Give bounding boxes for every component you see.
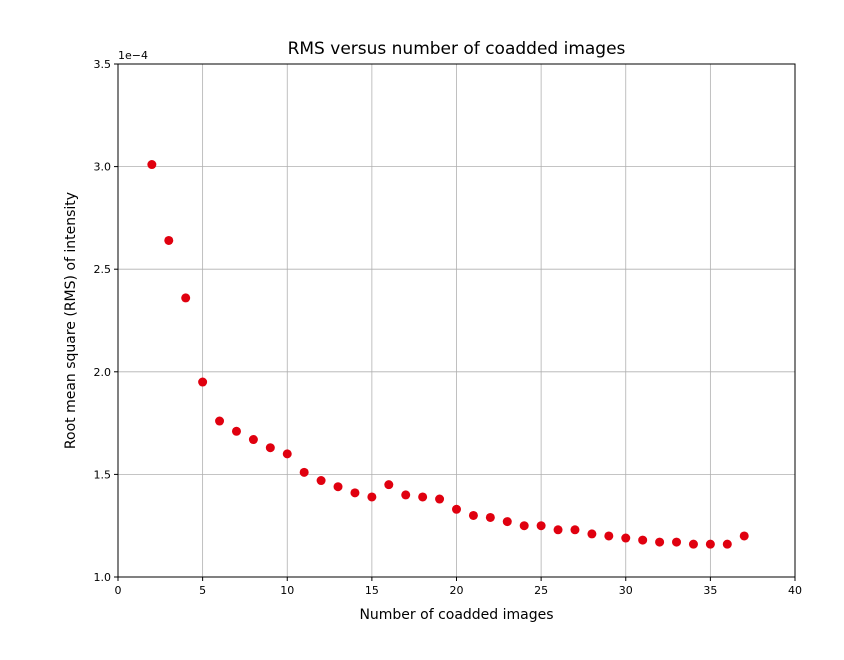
data-point: [485, 512, 495, 522]
data-point: [638, 535, 648, 545]
data-point: [198, 377, 208, 387]
data-point: [519, 521, 529, 531]
data-point: [688, 539, 698, 549]
data-point: [468, 510, 478, 520]
data-point: [367, 492, 377, 502]
data-point: [418, 492, 428, 502]
data-point: [705, 539, 715, 549]
data-points: [147, 160, 749, 549]
data-point: [672, 537, 682, 547]
data-point: [231, 426, 241, 436]
data-point: [621, 533, 631, 543]
data-point: [604, 531, 614, 541]
x-tick-label: 20: [450, 584, 464, 597]
x-tick-label: 40: [788, 584, 802, 597]
grid: [117, 63, 796, 578]
x-tick-label: 0: [115, 584, 122, 597]
y-tick-label: 1.0: [94, 571, 112, 584]
data-point: [316, 476, 326, 486]
data-point: [655, 537, 665, 547]
data-point: [299, 467, 309, 477]
data-point: [722, 539, 732, 549]
y-tick-label: 2.5: [94, 263, 112, 276]
data-point: [401, 490, 411, 500]
axis-ticks: 0 5 10 15 20 25 30 35 40 1.0 1.5 2.0 2.5 3.0 3.5: [94, 58, 803, 597]
data-point: [333, 482, 343, 492]
x-tick-label: 35: [703, 584, 717, 597]
data-point: [282, 449, 292, 459]
data-point: [248, 435, 258, 445]
data-point: [215, 416, 225, 426]
data-point: [384, 480, 394, 490]
y-tick-label: 2.0: [94, 366, 112, 379]
data-point: [553, 525, 563, 535]
data-point: [435, 494, 445, 504]
y-tick-label: 3.5: [94, 58, 112, 71]
x-tick-label: 10: [280, 584, 294, 597]
y-offset-label: 1e−4: [118, 49, 148, 62]
data-point: [164, 235, 174, 245]
x-tick-label: 30: [619, 584, 633, 597]
x-tick-label: 15: [365, 584, 379, 597]
y-tick-label: 3.0: [94, 161, 112, 174]
data-point: [265, 443, 275, 453]
data-point: [502, 517, 512, 527]
data-point: [181, 293, 191, 303]
x-tick-label: 5: [199, 584, 206, 597]
x-tick-label: 25: [534, 584, 548, 597]
data-point: [147, 160, 157, 170]
data-point: [587, 529, 597, 539]
x-axis-label: Number of coadded images: [359, 607, 553, 623]
data-point: [350, 488, 360, 498]
data-point: [536, 521, 546, 531]
data-point: [570, 525, 580, 535]
y-axis-label: Root mean square (RMS) of intensity: [63, 192, 79, 449]
y-tick-label: 1.5: [94, 468, 112, 481]
chart-title: RMS versus number of coadded images: [288, 39, 626, 59]
data-point: [739, 531, 749, 541]
data-point: [452, 504, 461, 514]
